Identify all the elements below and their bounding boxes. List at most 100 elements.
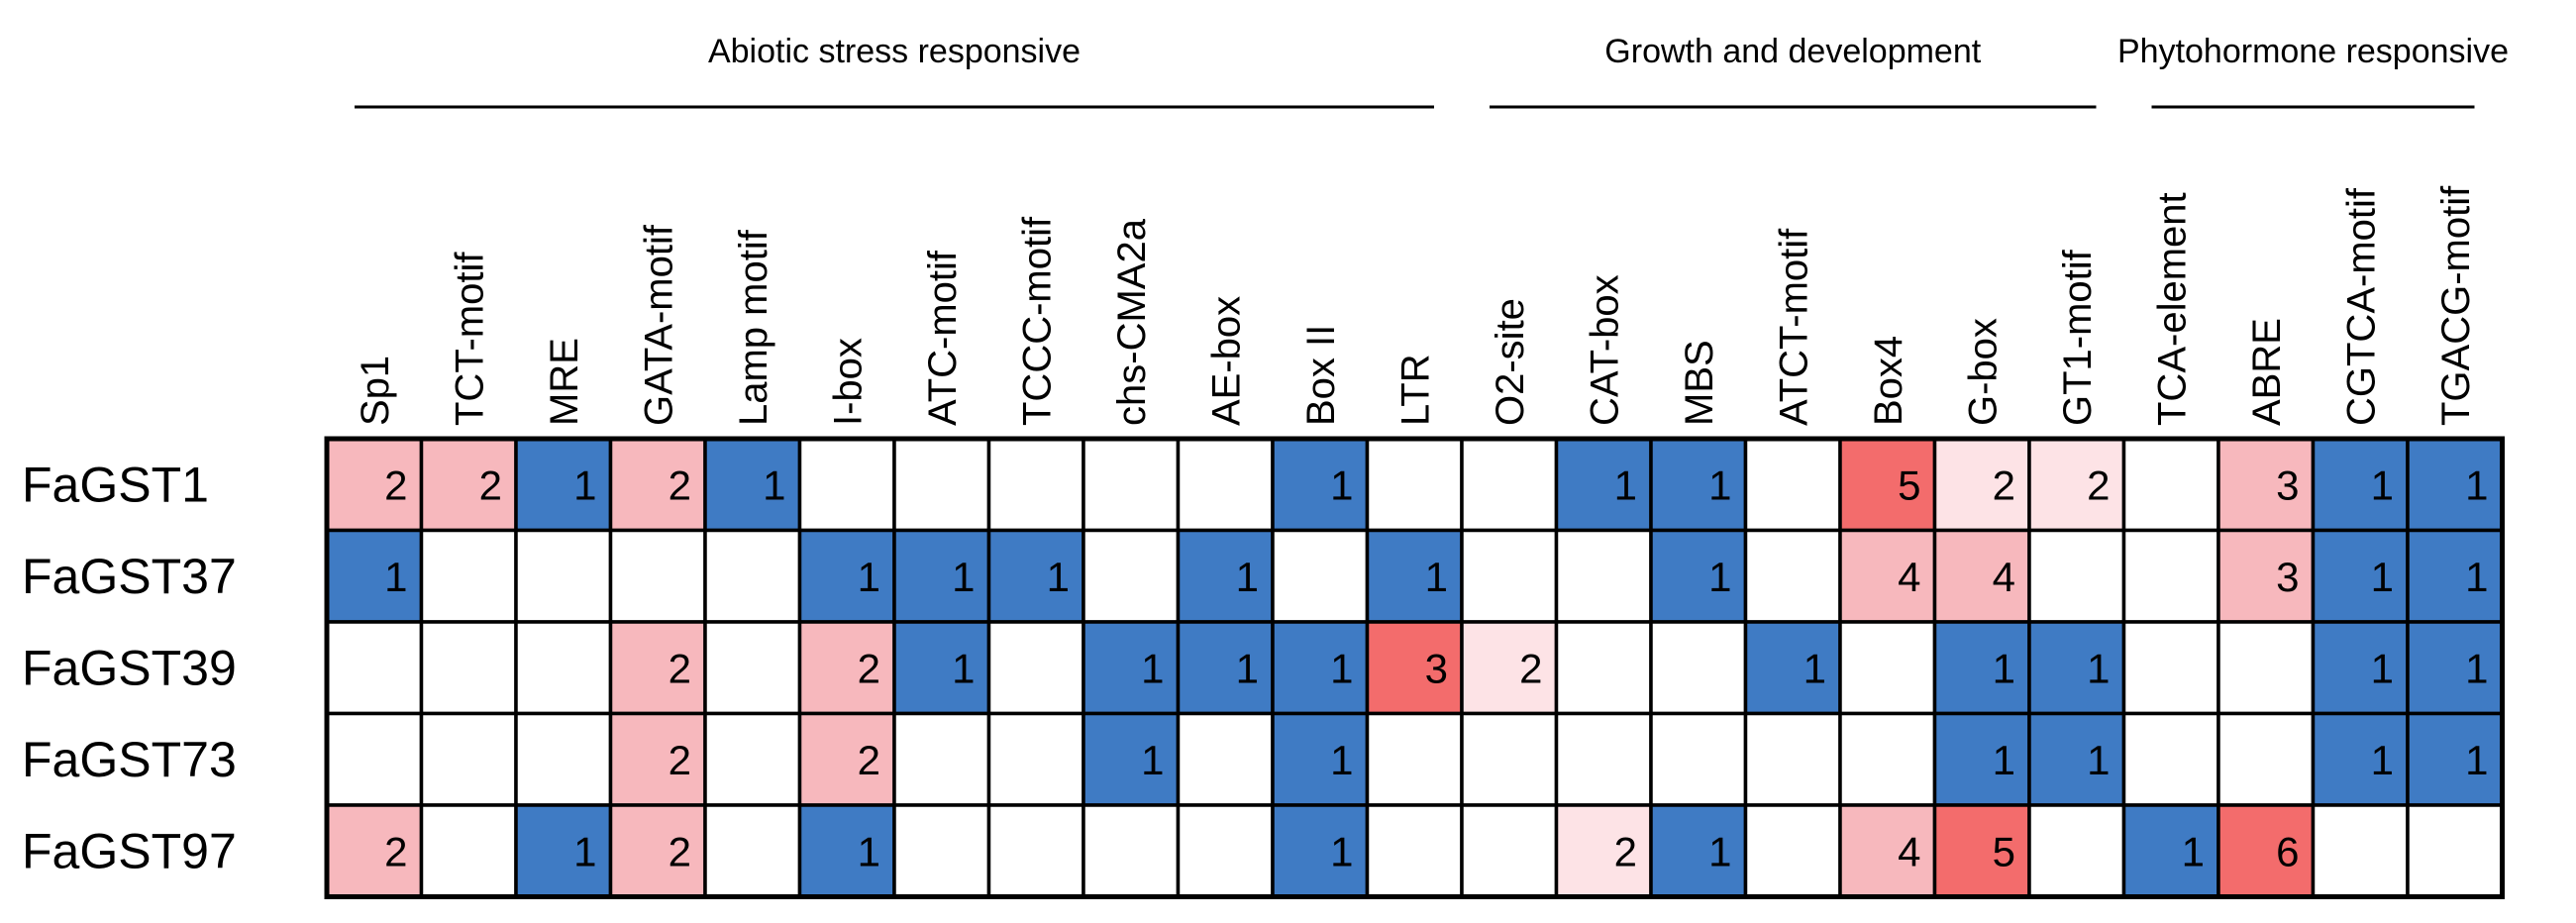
column-label-17: G-box [1961,318,2005,426]
cell-3-12 [1460,711,1559,807]
column-label-9: AE-box [1204,296,1248,426]
cell-3-17 [1932,711,2031,807]
cell-value-0-16: 5 [1898,462,1920,508]
cell-1-4 [703,528,802,624]
cell-value-3-3: 2 [669,737,691,783]
row-label-2: FaGST39 [22,640,237,695]
cell-3-1 [419,711,518,807]
cell-0-14 [1649,437,1748,533]
cell-0-20 [2216,437,2316,533]
cell-value-2-6: 1 [952,645,975,691]
cell-4-22 [2406,803,2505,899]
cell-value-2-18: 1 [2087,645,2110,691]
cell-value-4-19: 1 [2182,828,2205,874]
cell-0-9 [1176,437,1275,533]
cell-3-5 [797,711,896,807]
cell-value-0-20: 3 [2276,462,2299,508]
column-label-16: Box4 [1867,336,1910,426]
cell-1-18 [2027,528,2126,624]
group-title-0: Abiotic stress responsive [708,33,1081,70]
cell-value-2-12: 2 [1519,645,1542,691]
cell-value-4-3: 2 [669,828,691,874]
column-label-2: MRE [543,338,586,426]
column-labels: Sp1 TCT-motif MRE GATA-motif Lamp motif I-box… [354,185,2478,426]
cell-value-0-10: 1 [1330,462,1353,508]
cell-value-2-3: 2 [669,645,691,691]
cell-value-1-5: 1 [858,554,880,600]
cell-1-8 [1082,528,1181,624]
cell-2-14 [1649,620,1748,716]
cell-3-2 [514,711,613,807]
heatmap-cells: 2 2 1 2 1 1 1 1 5 2 2 3 1 1 1 1 1 1 1 1 1 4 4 3 1 1 2 2 1 1 1 1 3 2 1 1 1 1 1 2… [324,436,2505,899]
cell-3-11 [1365,711,1464,807]
cell-0-5 [797,437,896,533]
cell-value-1-20: 3 [2276,554,2299,600]
cell-value-4-13: 2 [1614,828,1637,874]
cell-value-4-17: 5 [1993,828,2015,874]
cell-value-0-21: 1 [2371,462,2394,508]
cell-0-6 [892,437,991,533]
cell-4-18 [2027,803,2126,899]
cell-value-4-20: 6 [2276,828,2299,874]
cell-value-4-10: 1 [1330,828,1353,874]
cell-3-9 [1176,711,1275,807]
column-label-18: GT1-motif [2056,249,2100,426]
cell-1-15 [1743,528,1842,624]
cell-2-7 [986,620,1085,716]
column-label-5: I-box [826,338,870,426]
group-headers: Abiotic stress responsive Growth and deve… [355,33,2509,109]
cell-value-4-16: 4 [1898,828,1920,874]
cell-1-10 [1271,528,1370,624]
row-label-1: FaGST37 [22,549,237,604]
cell-1-14 [1649,528,1748,624]
cell-3-4 [703,711,802,807]
cell-value-3-21: 1 [2371,737,2394,783]
cell-value-1-11: 1 [1425,554,1448,600]
cell-4-8 [1082,803,1181,899]
cell-value-1-17: 4 [1993,554,2015,600]
column-label-11: LTR [1393,354,1437,426]
cell-4-16 [1838,803,1937,899]
cell-0-2 [514,437,613,533]
group-title-2: Phytohormone responsive [2117,33,2509,70]
cell-3-10 [1271,711,1370,807]
cell-value-2-17: 1 [1993,645,2015,691]
cell-4-1 [419,803,518,899]
cell-value-2-10: 1 [1330,645,1353,691]
cell-3-15 [1743,711,1842,807]
cell-1-0 [325,528,424,624]
cell-1-12 [1460,528,1559,624]
cell-value-0-4: 1 [763,462,785,508]
cell-2-0 [325,620,424,716]
cell-4-3 [608,803,707,899]
cell-0-12 [1460,437,1559,533]
cell-2-1 [419,620,518,716]
cell-3-0 [325,711,424,807]
column-label-19: TCA-element [2150,192,2194,426]
cell-3-16 [1838,711,1937,807]
row-label-4: FaGST97 [22,823,237,878]
row-label-0: FaGST1 [22,457,209,512]
cell-1-5 [797,528,896,624]
column-label-21: CGTCA-motif [2339,187,2383,426]
cell-value-4-2: 1 [573,828,596,874]
cell-3-6 [892,711,991,807]
cell-4-7 [986,803,1085,899]
cell-value-2-21: 1 [2371,645,2394,691]
cell-0-11 [1365,437,1464,533]
cell-value-0-22: 1 [2465,462,2488,508]
cell-value-1-21: 1 [2371,554,2394,600]
cell-value-1-22: 1 [2465,554,2488,600]
cell-3-18 [2027,711,2126,807]
column-label-20: ABRE [2245,318,2289,426]
cell-4-17 [1932,803,2031,899]
cell-2-19 [2121,620,2220,716]
cell-1-6 [892,528,991,624]
cell-value-2-22: 1 [2465,645,2488,691]
cell-value-1-14: 1 [1708,554,1731,600]
cell-2-22 [2406,620,2505,716]
cell-1-13 [1554,528,1653,624]
cell-value-3-8: 1 [1141,737,1164,783]
cell-0-21 [2311,437,2410,533]
